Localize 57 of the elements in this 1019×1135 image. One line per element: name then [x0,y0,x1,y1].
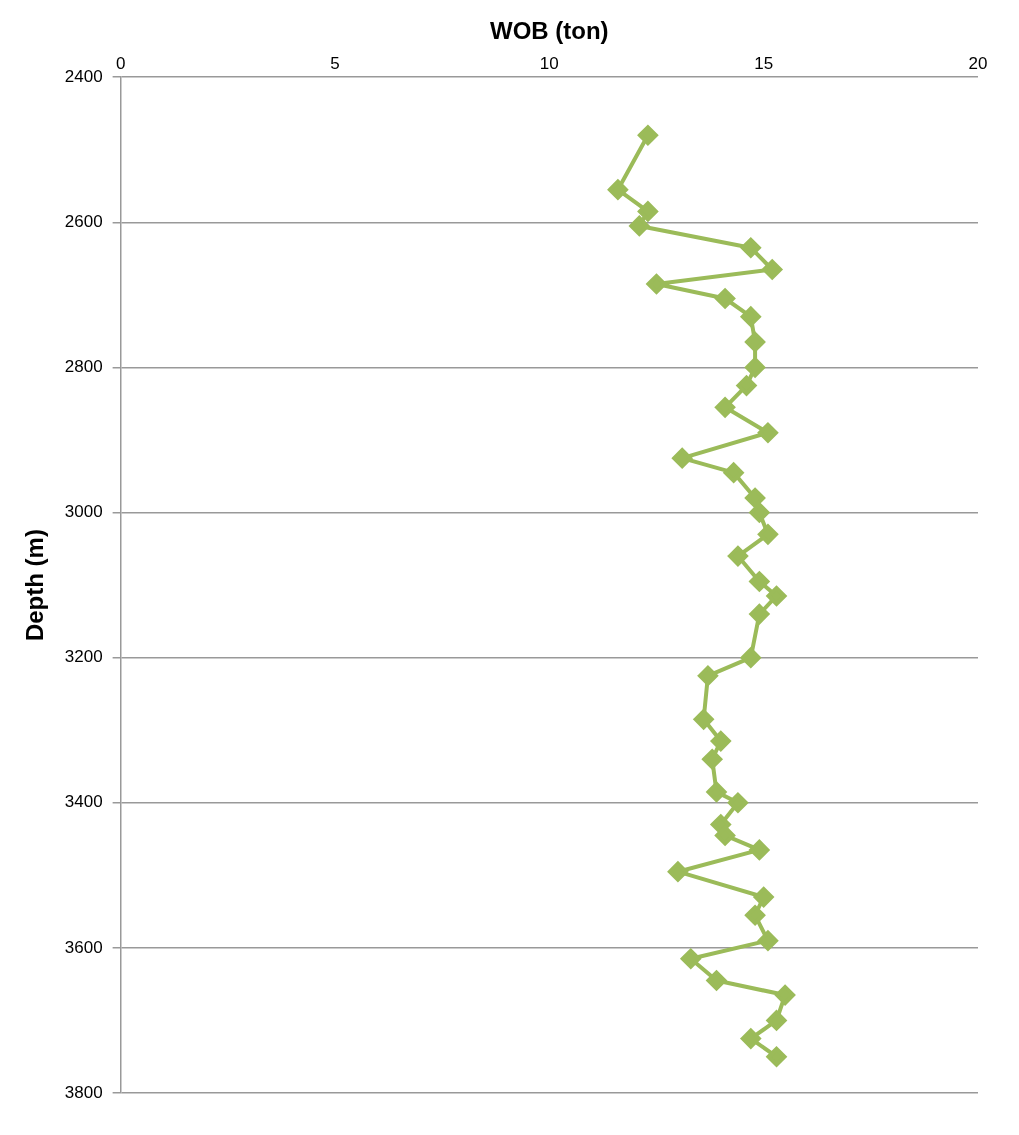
x-tick-label: 5 [330,53,340,73]
point [629,215,650,236]
x-tick-label: 0 [115,53,126,73]
point [727,546,748,567]
point [680,948,701,969]
y-tick-label: 2800 [64,357,103,377]
point [646,273,667,294]
point [740,306,761,327]
y-tick-label: 3400 [64,792,103,812]
y-tick-label: 3200 [64,647,103,667]
y-axis-title: Depth (m) [21,529,49,642]
point [697,665,718,686]
point [749,502,770,523]
y-tick-label: 2400 [64,66,103,86]
point [667,861,688,882]
y-tick-label: 3000 [64,502,103,522]
point [702,749,723,770]
point [745,905,766,926]
point [715,397,736,418]
point [766,1010,787,1031]
point [706,970,727,991]
y-tick-label: 3600 [64,937,103,957]
point [740,647,761,668]
point [766,585,787,606]
point [637,201,658,222]
x-tick-label: 10 [539,53,559,73]
point [706,781,727,802]
x-tick-label: 20 [968,53,988,73]
point [710,731,731,752]
x-axis-title: WOB (ton) [490,17,609,45]
point [745,332,766,353]
point [749,839,770,860]
point [672,448,693,469]
point [749,571,770,592]
point [740,237,761,258]
y-tick-label: 3800 [64,1082,103,1102]
point [607,179,628,200]
point [740,1028,761,1049]
point [753,887,774,908]
point [715,825,736,846]
point [723,462,744,483]
point [715,288,736,309]
point [637,125,658,146]
point [693,709,714,730]
point [757,930,778,951]
point [757,524,778,545]
point [727,792,748,813]
point [749,604,770,625]
y-tick-label: 2600 [64,212,103,231]
point [766,1046,787,1067]
x-tick-label: 15 [754,53,774,73]
point [736,375,757,396]
point [762,259,783,280]
point [745,488,766,509]
point [757,422,778,443]
point [745,357,766,378]
point [775,985,796,1006]
